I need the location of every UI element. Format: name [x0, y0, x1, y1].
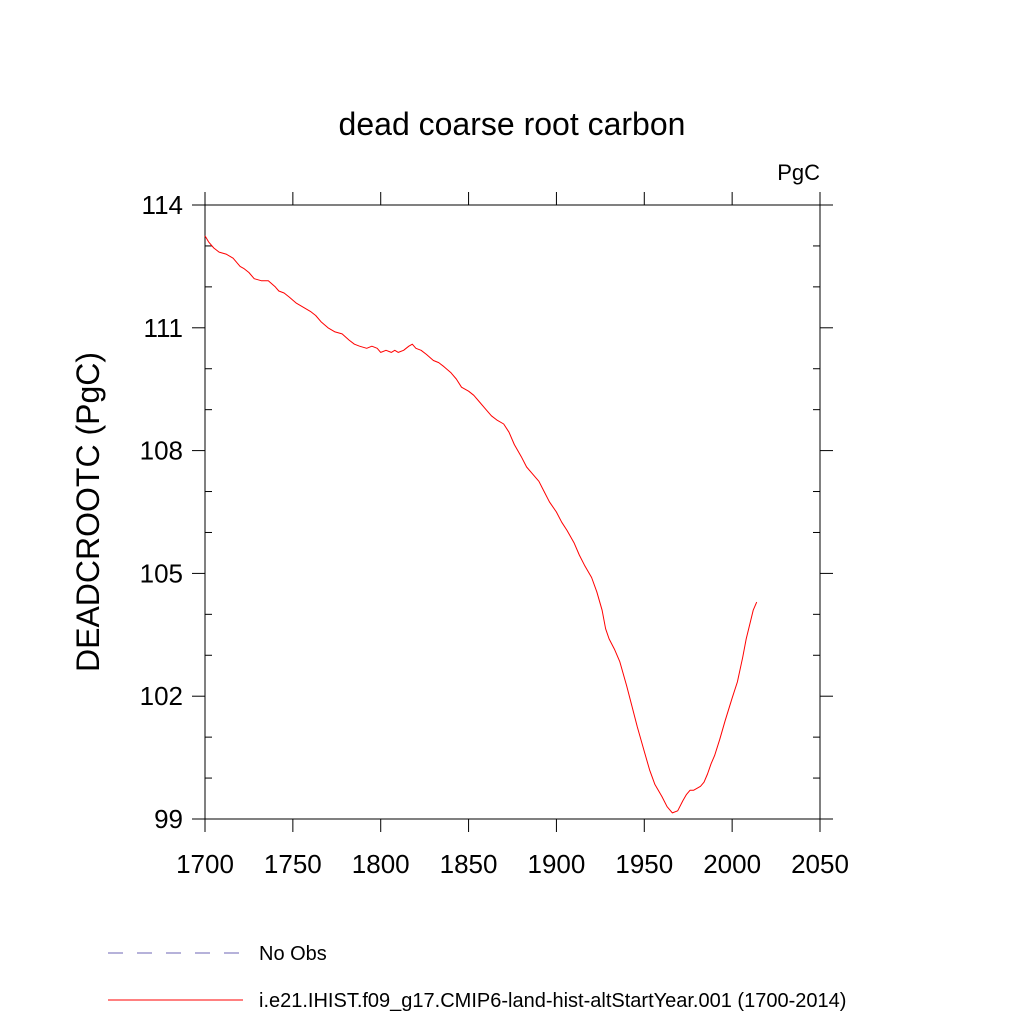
y-axis-label: DEADCROOTC (PgC)	[70, 352, 106, 672]
plot-frame	[204, 204, 821, 820]
axis-ticks	[192, 192, 833, 832]
plot-area: 1700 1750 1800 1850 1900 1950 2000 2050 99 102 105…	[140, 190, 849, 879]
x-tick-label: 1750	[264, 849, 322, 879]
chart-title: dead coarse root carbon	[339, 106, 686, 142]
legend-label-no-obs: No Obs	[259, 943, 327, 965]
x-tick-label: 2050	[791, 849, 849, 879]
x-tick-label: 2000	[703, 849, 761, 879]
x-tick-label: 1850	[440, 849, 498, 879]
y-tick-label: 102	[140, 681, 183, 711]
series-lines	[204, 235, 758, 814]
x-tick-label: 1700	[176, 849, 234, 879]
legend-label-model-run: i.e21.IHIST.f09_g17.CMIP6-land-hist-altS…	[259, 990, 846, 1012]
x-tick-label: 1900	[528, 849, 586, 879]
x-tick-label: 1800	[352, 849, 410, 879]
legend: No Obs i.e21.IHIST.f09_g17.CMIP6-land-hi…	[108, 943, 846, 1012]
series-line-1	[204, 235, 758, 814]
y-tick-label: 105	[140, 558, 183, 588]
y-tick-label: 114	[142, 190, 183, 220]
y-tick-label: 108	[140, 436, 183, 466]
x-tick-label: 1950	[615, 849, 673, 879]
y-tick-label: 111	[143, 313, 183, 343]
units-label: PgC	[777, 160, 820, 185]
y-tick-label: 99	[154, 804, 183, 834]
tick-labels: 1700 1750 1800 1850 1900 1950 2000 2050 99 102 105…	[140, 190, 849, 879]
